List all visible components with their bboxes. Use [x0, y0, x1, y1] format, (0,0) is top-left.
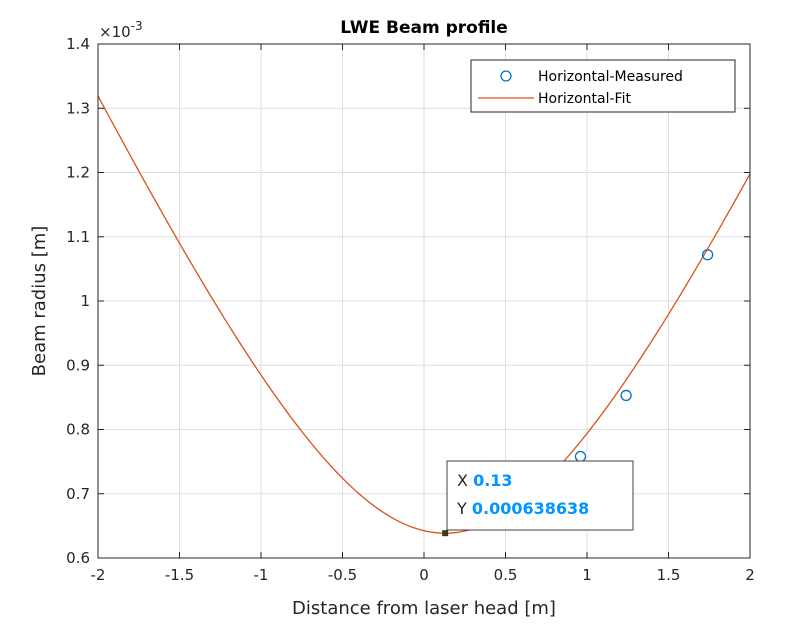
x-tick-label: -1.5	[165, 566, 194, 584]
datatip-y-value: 0.000638638	[472, 499, 589, 518]
x-tick-label: -1	[254, 566, 269, 584]
fit-curve-group	[97, 95, 751, 534]
datatip[interactable]: X 0.13 Y 0.000638638	[442, 460, 634, 537]
y-exponent-base: ×10	[99, 23, 131, 41]
datatip-x-value: 0.13	[473, 471, 512, 490]
y-tick-label: 0.9	[66, 356, 90, 374]
fit-curve	[97, 95, 751, 534]
measured-point	[701, 249, 714, 261]
datatip-y-row: Y 0.000638638	[456, 499, 589, 518]
x-tick-label: 0.5	[494, 566, 518, 584]
x-tick-label: -2	[91, 566, 106, 584]
chart-title: LWE Beam profile	[340, 18, 508, 38]
datatip-point-marker	[442, 530, 449, 537]
legend-box	[470, 59, 736, 113]
y-tick-label: 1	[80, 292, 90, 310]
y-tick-label: 0.6	[66, 549, 90, 567]
y-tick-label: 1.3	[66, 99, 90, 117]
legend-marker-measured	[500, 70, 512, 82]
datatip-box	[446, 460, 634, 531]
y-tick-label: 1.2	[66, 164, 90, 182]
x-tick-label: 1.5	[657, 566, 681, 584]
tick-marks	[97, 43, 751, 559]
y-exponent: ×10-3	[99, 19, 143, 41]
x-tick-label: 2	[745, 566, 755, 584]
y-tick-label: 1.4	[66, 35, 90, 53]
y-tick-label: 0.7	[66, 485, 90, 503]
y-exponent-power: -3	[131, 19, 143, 33]
y-tick-label: 0.8	[66, 421, 90, 439]
datatip-x-row: X 0.13	[457, 471, 513, 490]
x-axis-label: Distance from laser head [m]	[292, 598, 556, 619]
x-tick-label: -0.5	[328, 566, 357, 584]
y-tick-labels: 0.6 0.7 0.8 0.9 1 1.1 1.2 1.3 1.4	[66, 35, 90, 567]
datatip-y-label: Y	[456, 499, 467, 518]
datatip-x-label: X	[457, 471, 468, 490]
x-tick-label: 0	[419, 566, 429, 584]
y-axis-label: Beam radius [m]	[29, 226, 50, 377]
measured-point	[620, 389, 632, 402]
legend-label-fit: Horizontal-Fit	[538, 91, 631, 107]
legend-label-measured: Horizontal-Measured	[538, 69, 683, 85]
legend[interactable]: Horizontal-Measured Horizontal-Fit	[470, 59, 736, 113]
y-tick-label: 1.1	[66, 228, 90, 246]
x-tick-label: 1	[582, 566, 592, 584]
x-tick-labels: -2 -1.5 -1 -0.5 0 0.5 1 1.5 2	[91, 566, 755, 584]
